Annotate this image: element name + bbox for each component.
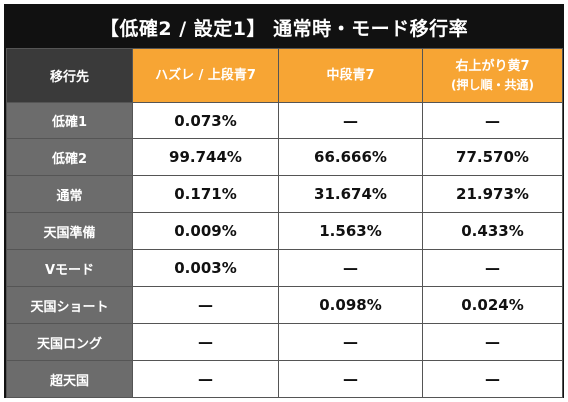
row-label: 低確2 xyxy=(6,138,133,176)
table-row: 天国ショート — 0.098% 0.024% xyxy=(6,286,563,324)
table-row: 超天国 — — — xyxy=(6,360,563,398)
table-cell: — xyxy=(422,249,563,287)
table-cell: — xyxy=(278,249,423,287)
table-row: 低確2 99.744% 66.666% 77.570% xyxy=(6,138,563,176)
table-cell: 66.666% xyxy=(278,138,423,176)
row-label: 天国ロング xyxy=(6,323,133,361)
table-row: 通常 0.171% 31.674% 21.973% xyxy=(6,175,563,213)
column-header-label: 右上がり黄7 xyxy=(455,58,530,74)
table-row: 天国準備 0.009% 1.563% 0.433% xyxy=(6,212,563,250)
table-cell: 0.171% xyxy=(132,175,279,213)
table-cell: 0.009% xyxy=(132,212,279,250)
row-label: 天国準備 xyxy=(6,212,133,250)
table-cell: 0.024% xyxy=(422,286,563,324)
column-header-hazure: ハズレ / 上段青7 xyxy=(132,48,279,103)
table-cell: 99.744% xyxy=(132,138,279,176)
table-cell: 0.098% xyxy=(278,286,423,324)
table-cell: 77.570% xyxy=(422,138,563,176)
table-row: 天国ロング — — — xyxy=(6,323,563,361)
row-label: 天国ショート xyxy=(6,286,133,324)
column-header-label: 中段青7 xyxy=(326,68,375,83)
row-label: 低確1 xyxy=(6,102,133,139)
table-cell: 1.563% xyxy=(278,212,423,250)
table-cell: — xyxy=(132,286,279,324)
table-cell: — xyxy=(278,323,423,361)
table-cell: — xyxy=(132,323,279,361)
column-header-label: ハズレ / 上段青7 xyxy=(155,68,256,83)
table-cell: — xyxy=(422,323,563,361)
mode-transition-table: 移行先 ハズレ / 上段青7 中段青7 右上がり黄7 (押し順・共通) 低確1 … xyxy=(6,48,563,398)
table-cell: 21.973% xyxy=(422,175,563,213)
row-label: 通常 xyxy=(6,175,133,213)
column-header-migiagari: 右上がり黄7 (押し順・共通) xyxy=(422,48,563,103)
corner-header: 移行先 xyxy=(6,48,133,103)
table-cell: — xyxy=(422,102,563,139)
row-label: 超天国 xyxy=(6,360,133,398)
table-cell: — xyxy=(278,360,423,398)
rate-table-panel: 【低確2 / 設定1】 通常時・モード移行率 移行先 ハズレ / 上段青7 中段… xyxy=(4,4,564,398)
header-row: 移行先 ハズレ / 上段青7 中段青7 右上がり黄7 (押し順・共通) xyxy=(6,48,563,103)
table-cell: 0.073% xyxy=(132,102,279,139)
column-header-chudan: 中段青7 xyxy=(278,48,423,103)
table-cell: 31.674% xyxy=(278,175,423,213)
table-cell: — xyxy=(278,102,423,139)
table-title: 【低確2 / 設定1】 通常時・モード移行率 xyxy=(6,6,562,48)
column-header-sublabel: (押し順・共通) xyxy=(451,77,534,92)
table-row: Vモード 0.003% — — xyxy=(6,249,563,287)
table-row: 低確1 0.073% — — xyxy=(6,102,563,139)
table-cell: 0.003% xyxy=(132,249,279,287)
table-cell: 0.433% xyxy=(422,212,563,250)
table-cell: — xyxy=(422,360,563,398)
row-label: Vモード xyxy=(6,249,133,287)
table-cell: — xyxy=(132,360,279,398)
